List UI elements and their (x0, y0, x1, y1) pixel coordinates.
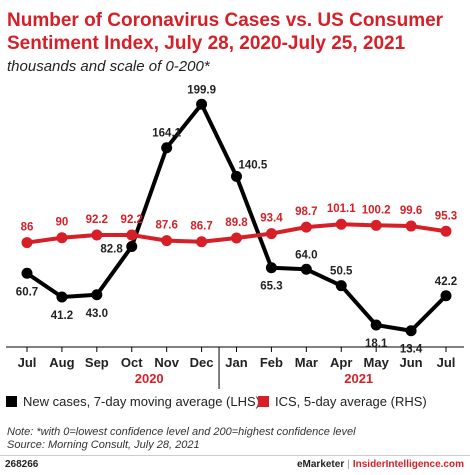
cases-data-label: 60.7 (16, 286, 38, 298)
ics-marker (370, 219, 382, 231)
x-tick-label: Jul (437, 355, 456, 370)
ics-marker (231, 232, 242, 244)
cases-marker (405, 325, 417, 337)
footer-divider (0, 455, 470, 456)
cases-marker (265, 262, 277, 274)
chart-title: Number of Coronavirus Cases vs. US Consu… (7, 10, 444, 54)
ics-marker (440, 225, 452, 237)
cases-data-label: 65.3 (260, 281, 282, 293)
ics-data-label: 92.2 (86, 214, 108, 226)
legend-label-ics: ICS, 5-day average (RHS) (275, 394, 427, 409)
x-tick-label: May (364, 355, 390, 370)
ics-marker (335, 218, 347, 230)
ics-data-label: 86 (21, 222, 34, 234)
legend-item-cases: New cases, 7-day moving average (LHS) (6, 394, 260, 409)
cases-data-label: 50.5 (330, 266, 353, 278)
ics-data-label: 93.4 (260, 213, 283, 225)
cases-marker (161, 142, 173, 154)
x-tick-label: Oct (121, 355, 143, 370)
ics-data-label: 100.2 (362, 204, 391, 216)
ics-data-label: 89.8 (225, 217, 248, 229)
cases-data-label: 140.5 (239, 159, 268, 171)
ics-data-label: 101.1 (327, 203, 356, 215)
ics-marker (300, 221, 312, 233)
cases-data-label: 41.2 (51, 310, 73, 322)
cases-data-label: 64.0 (295, 249, 317, 261)
insider-intelligence-brand: InsiderIntelligence.com (352, 459, 464, 470)
ics-marker (405, 220, 417, 232)
cases-marker (56, 291, 68, 303)
legend-swatch-ics (258, 396, 269, 407)
year-label: 2020 (135, 371, 164, 386)
x-tick-label: Sep (85, 355, 109, 370)
ics-data-label: 86.7 (190, 221, 212, 233)
ics-marker (161, 235, 173, 247)
ics-data-label: 98.7 (295, 206, 317, 218)
ics-marker (265, 228, 277, 240)
ics-marker (21, 237, 33, 249)
cases-marker (196, 98, 208, 110)
ics-marker (56, 232, 68, 244)
x-tick-label: Jun (400, 355, 423, 370)
x-tick-label: Feb (260, 355, 283, 370)
cases-data-label: 199.9 (187, 84, 216, 96)
cases-marker (91, 289, 103, 301)
x-tick-label: Jan (225, 355, 247, 370)
brand-separator: | (347, 459, 350, 470)
line-chart: Jul Aug Sep Oct Nov Dec Jan Feb Mar Apr May Jun Jul 2… (6, 84, 464, 389)
legend-label-cases: New cases, 7-day moving average (LHS) (23, 394, 260, 409)
ics-data-label: 99.6 (400, 205, 422, 217)
cases-data-label: 13.4 (400, 344, 423, 356)
cases-marker (300, 263, 312, 275)
cases-data-label: 82.8 (100, 243, 123, 255)
x-tick-label: Dec (190, 355, 214, 370)
chart-notes: Note: *with 0=lowest confidence level an… (7, 426, 356, 452)
legend-swatch-cases (6, 396, 17, 407)
ics-marker (196, 236, 208, 248)
cases-marker (335, 280, 347, 292)
chart-legend: New cases, 7-day moving average (LHS) IC… (0, 394, 470, 416)
footer-credit: eMarketer | InsiderIntelligence.com (297, 459, 464, 470)
source-text: Source: Morning Consult, July 28, 2021 (7, 439, 200, 451)
ics-data-label: 90 (56, 217, 69, 229)
x-tick-label: Nov (154, 355, 179, 370)
x-tick-label: Mar (295, 355, 318, 370)
legend-item-ics: ICS, 5-day average (RHS) (258, 394, 427, 409)
cases-data-label: 42.2 (435, 276, 457, 288)
year-label: 2021 (344, 371, 373, 386)
ics-marker (126, 229, 138, 241)
ics-data-label: 87.6 (155, 220, 177, 232)
chart-subtitle: thousands and scale of 0-200* (7, 58, 210, 75)
ics-data-label: 92.2 (121, 214, 143, 226)
cases-marker (231, 170, 242, 182)
chart-id: 268266 (5, 459, 39, 470)
cases-data-label: 43.0 (86, 308, 108, 320)
cases-marker (21, 267, 33, 279)
emarketer-brand: eMarketer (296, 459, 345, 470)
x-tick-label: Aug (49, 355, 74, 370)
ics-marker (91, 229, 103, 241)
ics-data-label: 95.3 (435, 210, 457, 222)
cases-marker (440, 290, 452, 302)
x-tick-label: Apr (330, 355, 352, 370)
note-text: Note: *with 0=lowest confidence level an… (7, 426, 356, 438)
cases-marker (370, 319, 382, 331)
cases-data-label: 164.1 (152, 128, 181, 140)
cases-marker (126, 240, 138, 252)
x-tick-label: Jul (18, 355, 37, 370)
cases-data-label: 18.1 (365, 338, 388, 350)
